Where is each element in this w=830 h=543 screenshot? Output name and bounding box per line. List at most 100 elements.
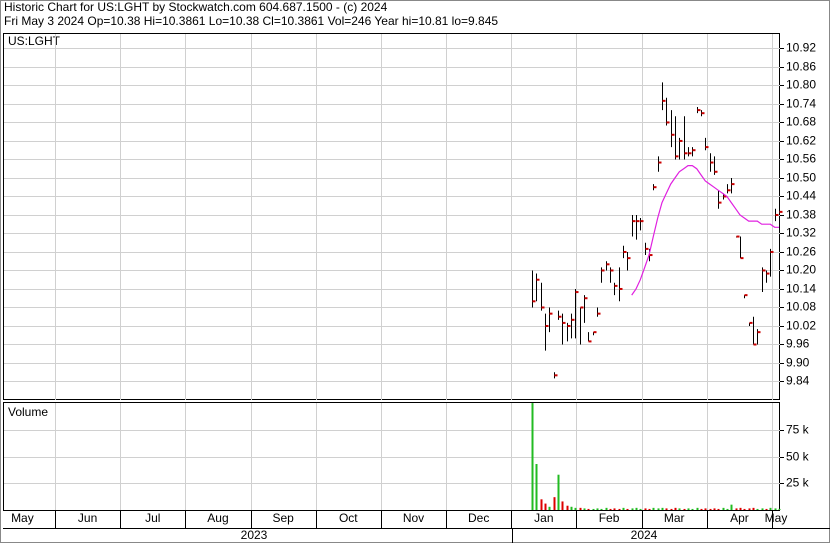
- x-tick-label: May: [11, 511, 34, 525]
- volume-bar: [769, 507, 772, 510]
- y-tick-label: 9.90: [786, 356, 810, 370]
- x-tick-label: Dec: [468, 511, 489, 525]
- y-tick-label: 75 k: [786, 423, 810, 437]
- volume-bar: [652, 507, 655, 510]
- volume-bar: [665, 508, 668, 510]
- y-tick-label: 10.68: [786, 115, 816, 129]
- volume-bar: [726, 508, 729, 510]
- volume-bar: [765, 508, 768, 510]
- x-tick-label: Aug: [207, 511, 228, 525]
- volume-bar: [735, 508, 738, 510]
- volume-bar: [561, 501, 564, 510]
- y-tick-label: 10.44: [786, 189, 816, 203]
- x-tick-label: Jul: [145, 511, 160, 525]
- year-label: 2024: [631, 528, 658, 542]
- y-tick-label: 10.32: [786, 226, 816, 240]
- volume-bar: [600, 508, 603, 510]
- y-tick-label: 10.86: [786, 60, 816, 74]
- volume-bar: [691, 508, 694, 510]
- volume-bar: [631, 508, 634, 510]
- volume-bar: [587, 508, 590, 510]
- volume-bar: [700, 508, 703, 510]
- moving-average: [631, 165, 779, 296]
- volume-bar: [704, 508, 707, 510]
- y-tick-label: 25 k: [786, 476, 810, 490]
- volume-bar: [570, 506, 573, 510]
- x-tick-label: Apr: [730, 511, 749, 525]
- y-tick-label: 10.02: [786, 319, 816, 333]
- y-tick-label: 10.20: [786, 263, 816, 277]
- volume-bar: [722, 507, 725, 510]
- price-panel: [3, 33, 780, 400]
- volume-bar: [622, 507, 625, 510]
- volume-bar: [544, 503, 547, 510]
- volume-bar: [657, 508, 660, 510]
- y-tick-label: 10.62: [786, 134, 816, 148]
- volume-bar: [579, 507, 582, 510]
- volume-bar: [674, 507, 677, 510]
- x-tick-label: Feb: [599, 511, 620, 525]
- y-tick-label: 10.74: [786, 97, 816, 111]
- volume-panel: [3, 402, 780, 511]
- volume-bar: [574, 507, 577, 510]
- volume-bar: [713, 508, 716, 510]
- volume-bar: [696, 507, 699, 510]
- y-tick-label: 50 k: [786, 450, 810, 464]
- y-tick-label: 10.50: [786, 171, 816, 185]
- volume-bar: [535, 464, 538, 510]
- volume-bar: [687, 508, 690, 510]
- volume-bar: [644, 508, 647, 510]
- y-tick-label: 10.26: [786, 245, 816, 259]
- x-tick-label: May: [765, 511, 788, 525]
- volume-bar: [626, 508, 629, 510]
- y-tick-label: 9.96: [786, 337, 810, 351]
- volume-bar: [583, 508, 586, 510]
- volume-bar: [730, 504, 733, 510]
- volume-bar: [609, 508, 612, 510]
- volume-bar: [553, 497, 556, 510]
- chart-title: Historic Chart for US:LGHT by Stockwatch…: [4, 0, 388, 14]
- volume-bar: [752, 507, 755, 510]
- volume-bar: [709, 508, 712, 510]
- volume-bar: [596, 508, 599, 510]
- volume-bar: [648, 508, 651, 510]
- y-tick-label: 10.08: [786, 300, 816, 314]
- volume-bar: [548, 506, 551, 510]
- volume-bar: [743, 508, 746, 510]
- x-tick-label: Sep: [272, 511, 294, 525]
- volume-bar: [531, 403, 534, 510]
- x-tick-label: Oct: [339, 511, 358, 525]
- y-tick-label: 10.14: [786, 282, 816, 296]
- year-label: 2023: [241, 528, 268, 542]
- chart-subtitle: Fri May 3 2024 Op=10.38 Hi=10.3861 Lo=10…: [4, 14, 498, 28]
- volume-bar: [778, 508, 781, 510]
- volume-bar: [717, 508, 720, 510]
- volume-bar: [774, 508, 777, 510]
- volume-bar: [613, 508, 616, 510]
- y-tick-label: 10.92: [786, 41, 816, 55]
- x-tick-label: Nov: [403, 511, 424, 525]
- y-tick-label: 10.80: [786, 78, 816, 92]
- volume-bar: [592, 508, 595, 510]
- x-tick-label: Mar: [664, 511, 685, 525]
- volume-bar: [683, 508, 686, 510]
- volume-bar: [540, 499, 543, 510]
- volume-bar: [661, 507, 664, 510]
- y-tick-label: 9.84: [786, 374, 810, 388]
- x-tick-label: Jun: [78, 511, 97, 525]
- volume-bar: [557, 474, 560, 510]
- volume-bar: [566, 505, 569, 510]
- y-tick-label: 10.38: [786, 208, 816, 222]
- symbol-label: US:LGHT: [8, 34, 61, 48]
- volume-bar: [739, 507, 742, 510]
- volume-bar: [756, 508, 759, 510]
- volume-bar: [670, 508, 673, 510]
- volume-bar: [635, 507, 638, 510]
- volume-label: Volume: [8, 405, 48, 419]
- volume-bar: [748, 508, 751, 510]
- volume-bar: [605, 507, 608, 510]
- volume-bar: [639, 508, 642, 510]
- y-tick-label: 10.56: [786, 152, 816, 166]
